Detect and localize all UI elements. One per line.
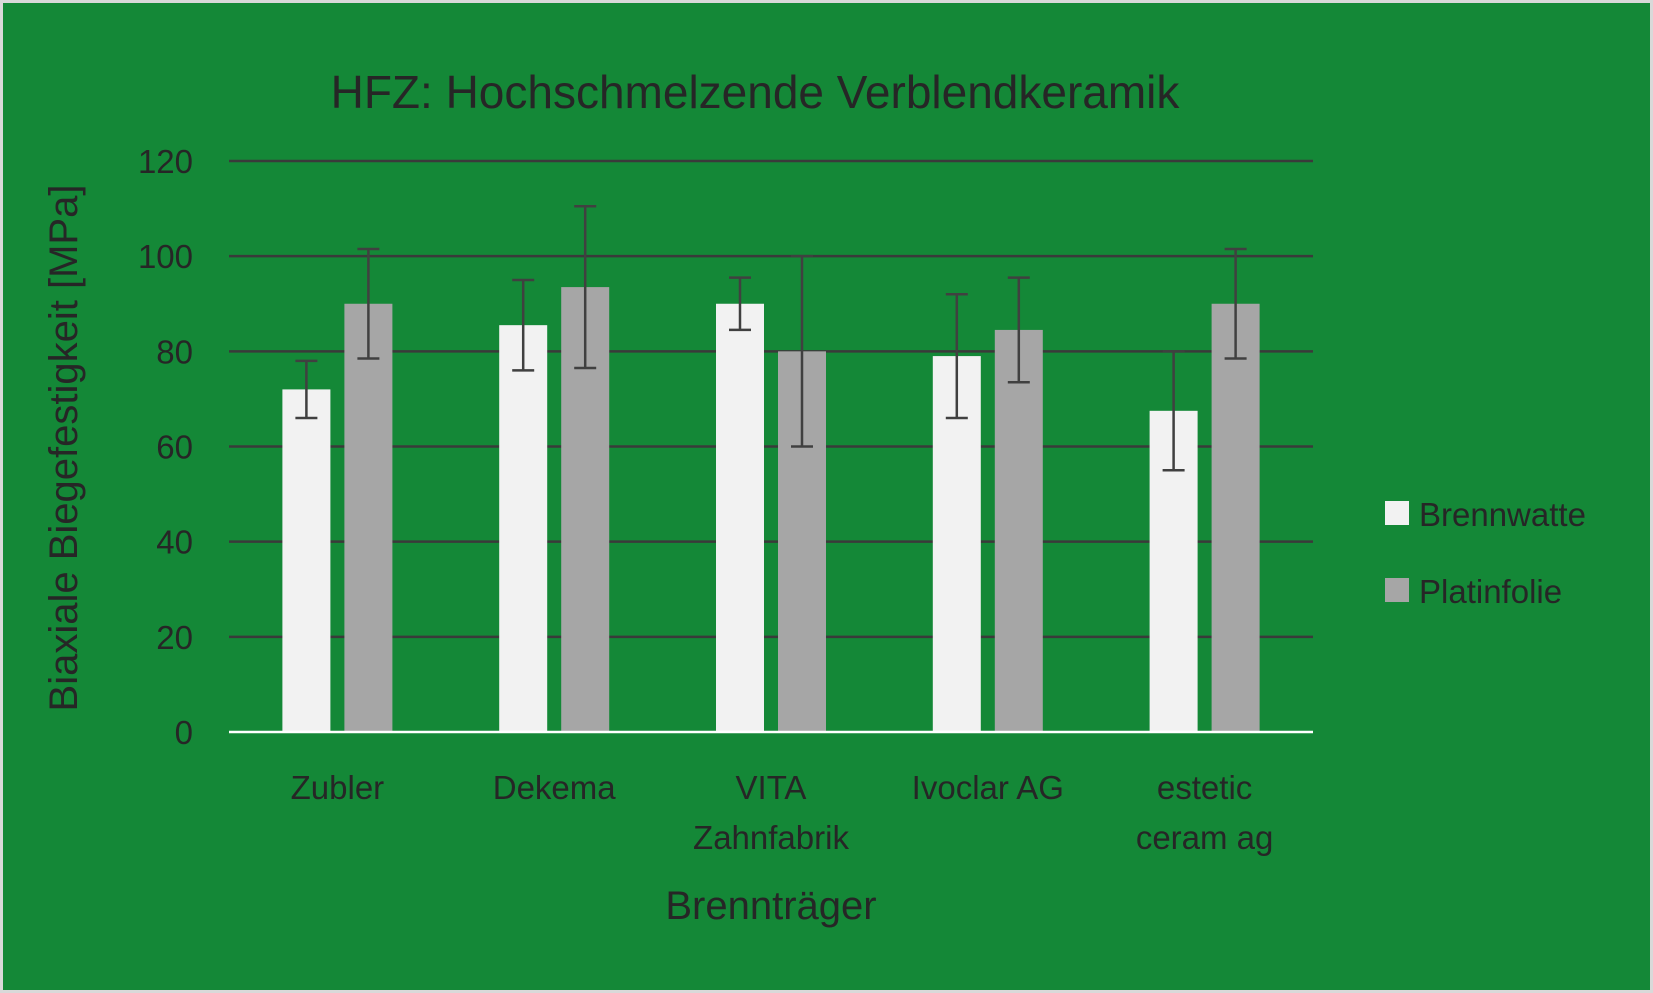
bar-platinfolie-3 (994, 329, 1043, 732)
bar-brennwatte-1 (499, 325, 548, 732)
error-bar (357, 247, 380, 360)
x-category-line: VITA (736, 769, 807, 806)
y-tick-label: 120 (138, 143, 193, 180)
legend-label-platinfolie: Platinfolie (1419, 573, 1562, 610)
legend-swatch-brennwatte (1385, 501, 1409, 525)
x-axis-categories: Zubler Dekema VITA Zahnfabrik Ivoclar AG este… (291, 769, 1274, 856)
error-bar (1007, 276, 1030, 384)
x-category-line: Zubler (291, 769, 385, 806)
x-category-label: Dekema (493, 769, 617, 806)
legend-swatch-platinfolie (1385, 578, 1409, 602)
x-category-line: ceram ag (1136, 819, 1274, 856)
bars (282, 287, 1260, 732)
x-category-line: Ivoclar AG (912, 769, 1064, 806)
bar-platinfolie-0 (344, 303, 393, 732)
bar-brennwatte-2 (716, 303, 764, 732)
gridlines (229, 159, 1313, 639)
y-axis-ticks: 0 20 40 60 80 100 120 (138, 143, 193, 751)
error-bar (729, 276, 751, 332)
y-tick-label: 60 (156, 429, 193, 466)
x-category-label: estetic ceram ag (1136, 769, 1274, 856)
y-axis-title: Biaxiale Biegefestigkeit [MPa] (42, 185, 86, 712)
legend: Brennwatte Platinfolie (1385, 496, 1586, 610)
x-category-line: estetic (1157, 769, 1252, 806)
error-bar (512, 278, 535, 372)
error-bar (1224, 247, 1247, 360)
x-category-line: Zahnfabrik (693, 819, 849, 856)
error-bar (295, 359, 318, 420)
x-category-line: Dekema (493, 769, 617, 806)
x-category-label: VITA Zahnfabrik (693, 769, 849, 856)
error-bar (945, 292, 968, 420)
y-tick-label: 100 (138, 238, 193, 275)
legend-label-brennwatte: Brennwatte (1419, 496, 1586, 533)
error-bar (574, 204, 597, 370)
y-tick-label: 0 (175, 714, 193, 751)
error-bars (295, 204, 1247, 472)
error-bar (1162, 350, 1185, 472)
y-tick-label: 20 (156, 619, 193, 656)
bar-brennwatte-0 (282, 389, 331, 732)
bar-chart: HFZ: Hochschmelzende Verblendkeramik 0 20… (42, 66, 1586, 928)
y-tick-label: 80 (156, 333, 193, 370)
x-category-label: Ivoclar AG (912, 769, 1064, 806)
chart-title: HFZ: Hochschmelzende Verblendkeramik (331, 66, 1181, 118)
bar-platinfolie-4 (1211, 303, 1260, 732)
chart-frame: HFZ: Hochschmelzende Verblendkeramik 0 20… (3, 3, 1650, 990)
error-bar (791, 254, 813, 448)
x-category-label: Zubler (291, 769, 385, 806)
y-tick-label: 40 (156, 524, 193, 561)
x-axis-title: Brennträger (665, 884, 876, 928)
